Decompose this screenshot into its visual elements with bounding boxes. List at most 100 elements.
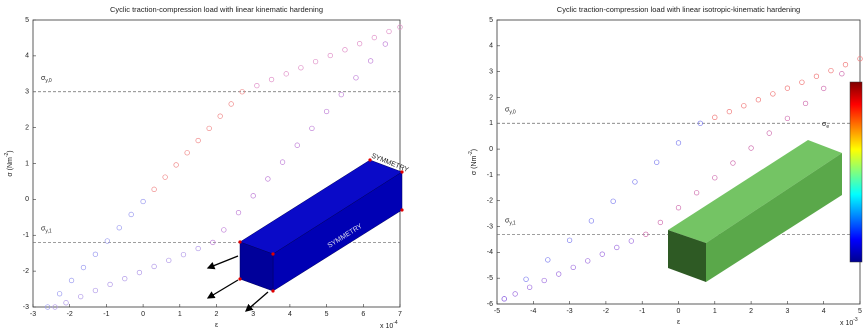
data-point (69, 278, 74, 283)
y-tick-label: -2 (23, 268, 29, 275)
data-point (324, 109, 329, 114)
y-axis-label-part: σ (Nm (471, 155, 478, 175)
data-point (727, 109, 732, 114)
y-tick-label: -1 (487, 172, 493, 179)
y-axis-label: σ (Nm-2) (4, 150, 14, 176)
data-point (299, 65, 304, 70)
x-tick-label: 3 (251, 311, 255, 318)
data-point (821, 86, 826, 91)
data-point (513, 292, 518, 297)
x-tick-label: -2 (67, 311, 73, 318)
data-point (731, 161, 736, 166)
chart-title: Cyclic traction-compression load with li… (110, 5, 323, 14)
data-point (122, 276, 127, 281)
y-tick-label: 3 (489, 68, 493, 75)
y-tick-label: -2 (487, 198, 493, 205)
data-point (803, 101, 808, 106)
data-point (343, 47, 348, 52)
load-arrow (208, 280, 238, 298)
x-multiplier: x 10-3 (840, 317, 858, 327)
data-point (527, 285, 532, 290)
x-tick-label: -4 (530, 308, 536, 315)
data-point (313, 59, 318, 64)
colorbar (850, 82, 862, 262)
data-point (141, 199, 146, 204)
data-point (266, 177, 271, 182)
data-point (310, 126, 315, 131)
data-point (654, 160, 659, 165)
figure: Cyclic traction-compression load with li… (0, 0, 865, 333)
reference-label-part: y,1 (509, 221, 516, 227)
x-tick-label: 4 (822, 308, 826, 315)
x-tick-label: 5 (325, 311, 329, 318)
data-point (676, 141, 681, 146)
data-point (152, 187, 157, 192)
data-point (372, 35, 377, 40)
x-multiplier: x 10-4 (380, 320, 398, 330)
data-point (354, 75, 359, 80)
node-dot (400, 208, 403, 211)
reference-label: σy,1 (505, 217, 516, 226)
data-point (840, 71, 845, 76)
data-point (295, 143, 300, 148)
data-point (800, 80, 805, 85)
y-tick-label: -3 (487, 223, 493, 230)
data-point (280, 160, 285, 165)
x-tick-label: 7 (398, 311, 402, 318)
node-dot (271, 252, 274, 255)
data-point (713, 175, 718, 180)
reference-label-part: y,0 (509, 110, 516, 116)
data-point (78, 294, 83, 299)
load-arrow (246, 292, 268, 311)
data-point (328, 53, 333, 58)
data-point (163, 175, 168, 180)
x-tick-label: 1 (713, 308, 717, 315)
y-tick-label: 0 (25, 196, 29, 203)
y-tick-label: 5 (25, 17, 29, 24)
data-point (57, 291, 62, 296)
data-point (600, 252, 605, 257)
data-point (269, 77, 274, 82)
load-arrow (208, 256, 238, 268)
y-tick-label: 0 (489, 146, 493, 153)
data-point (785, 116, 790, 121)
data-point (207, 126, 212, 131)
reference-label: σy,0 (41, 75, 52, 84)
data-point (767, 131, 772, 136)
y-axis-label-part: ) (471, 149, 478, 151)
data-point (64, 300, 69, 305)
y-tick-label: 4 (489, 43, 493, 50)
x-axis-label: ε (677, 319, 680, 326)
data-point (771, 92, 776, 97)
x-tick-label: -1 (639, 308, 645, 315)
data-point (357, 41, 362, 46)
node-dot (271, 289, 274, 292)
data-point (368, 59, 373, 64)
data-point (255, 83, 260, 88)
y-axis-label: σ (Nm-2) (468, 149, 478, 175)
node-dot (238, 240, 241, 243)
reference-label: σy,0 (505, 106, 516, 115)
data-point (284, 72, 289, 77)
x-tick-label: 2 (215, 311, 219, 318)
x-tick-label: 5 (858, 308, 862, 315)
x-multiplier-part: -3 (853, 317, 858, 323)
x-tick-label: 2 (749, 308, 753, 315)
data-point (129, 212, 134, 217)
data-point (185, 150, 190, 155)
x-tick-label: -3 (30, 311, 36, 318)
data-point (614, 245, 619, 250)
node-dot (238, 277, 241, 280)
right-panel: Cyclic traction-compression load with li… (468, 5, 862, 327)
data-point (137, 270, 142, 275)
data-point (567, 238, 572, 243)
data-point (785, 86, 790, 91)
x-tick-label: 1 (178, 311, 182, 318)
y-tick-label: -1 (23, 232, 29, 239)
y-axis-label-part: σ (Nm (7, 157, 14, 177)
y-tick-label: 5 (489, 17, 493, 24)
x-tick-label: 4 (288, 311, 292, 318)
x-multiplier-part: -4 (393, 320, 398, 326)
x-multiplier-part: x 10 (380, 323, 393, 330)
x-axis-label: ε (215, 322, 218, 329)
